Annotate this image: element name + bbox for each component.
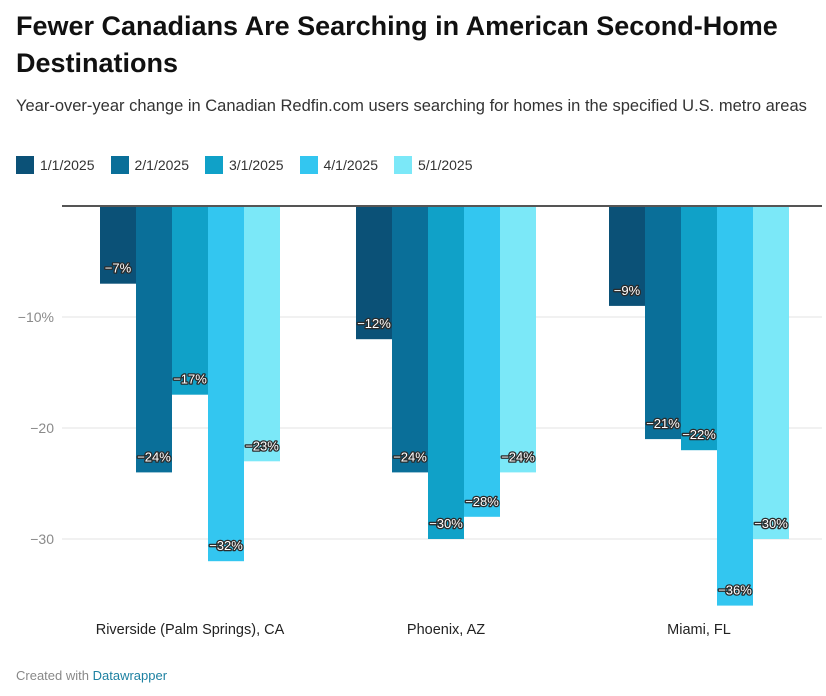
data-label: −24%	[501, 449, 535, 464]
bar-chart: −10% −20 −30 −7% −24% −17% −32% −23% Riverside (…	[18, 205, 822, 638]
y-tick-label: −10%	[18, 309, 54, 325]
legend-item: 2/1/2025	[110, 156, 190, 174]
legend-label: 1/1/2025	[40, 157, 95, 173]
x-category-label: Miami, FL	[667, 622, 731, 638]
chart-title: Fewer Canadians Are Searching in America…	[16, 11, 778, 78]
legend-item: 3/1/2025	[205, 156, 284, 174]
bar	[645, 206, 681, 440]
legend-swatch	[394, 156, 412, 174]
bar	[681, 206, 717, 451]
bar	[464, 206, 500, 517]
data-label: −21%	[646, 416, 680, 431]
legend-swatch	[110, 156, 129, 174]
x-category-label: Phoenix, AZ	[407, 622, 485, 638]
legend-label: 3/1/2025	[229, 157, 284, 173]
legend-swatch	[205, 156, 223, 174]
y-tick-label: −20	[30, 420, 54, 436]
footer: Created with Datawrapper	[16, 668, 167, 683]
bar	[717, 206, 753, 606]
legend-swatch	[16, 156, 34, 174]
chart-subtitle: Year-over-year change in Canadian Redfin…	[16, 97, 807, 115]
footer-created-with: Created with	[16, 668, 89, 683]
bar	[500, 206, 536, 473]
x-category-label: Riverside (Palm Springs), CA	[96, 622, 285, 638]
data-label: −7%	[105, 261, 132, 276]
data-label: −9%	[614, 283, 641, 298]
bar	[428, 206, 464, 539]
data-label: −36%	[718, 583, 752, 598]
bar	[208, 206, 244, 562]
bar	[356, 206, 392, 340]
data-label: −23%	[245, 438, 279, 453]
legend-label: 4/1/2025	[323, 157, 379, 173]
legend-item: 4/1/2025	[299, 156, 379, 174]
legend-label: 5/1/2025	[418, 157, 473, 173]
bar	[244, 206, 280, 462]
data-label: −12%	[357, 316, 391, 331]
legend-item: 5/1/2025	[394, 156, 473, 174]
legend-item: 1/1/2025	[16, 156, 95, 174]
bar	[100, 206, 136, 284]
y-tick-label: −30	[30, 531, 54, 547]
bar	[609, 206, 645, 306]
data-label: −17%	[173, 372, 207, 387]
legend-label: 2/1/2025	[134, 157, 190, 173]
data-label: −30%	[754, 516, 788, 531]
data-label: −22%	[682, 427, 716, 442]
bar	[172, 206, 208, 395]
bar	[392, 206, 428, 473]
data-label: −24%	[393, 449, 427, 464]
bar	[753, 206, 789, 539]
legend: 1/1/2025 2/1/2025 3/1/2025 4/1/2025 5/1/2025	[16, 156, 473, 174]
legend-swatch	[299, 156, 318, 174]
data-label: −30%	[429, 516, 463, 531]
data-label: −32%	[209, 538, 243, 553]
datawrapper-link[interactable]: Datawrapper	[92, 668, 168, 683]
data-label: −24%	[137, 449, 171, 464]
data-label: −28%	[465, 494, 499, 509]
bar	[136, 206, 172, 473]
